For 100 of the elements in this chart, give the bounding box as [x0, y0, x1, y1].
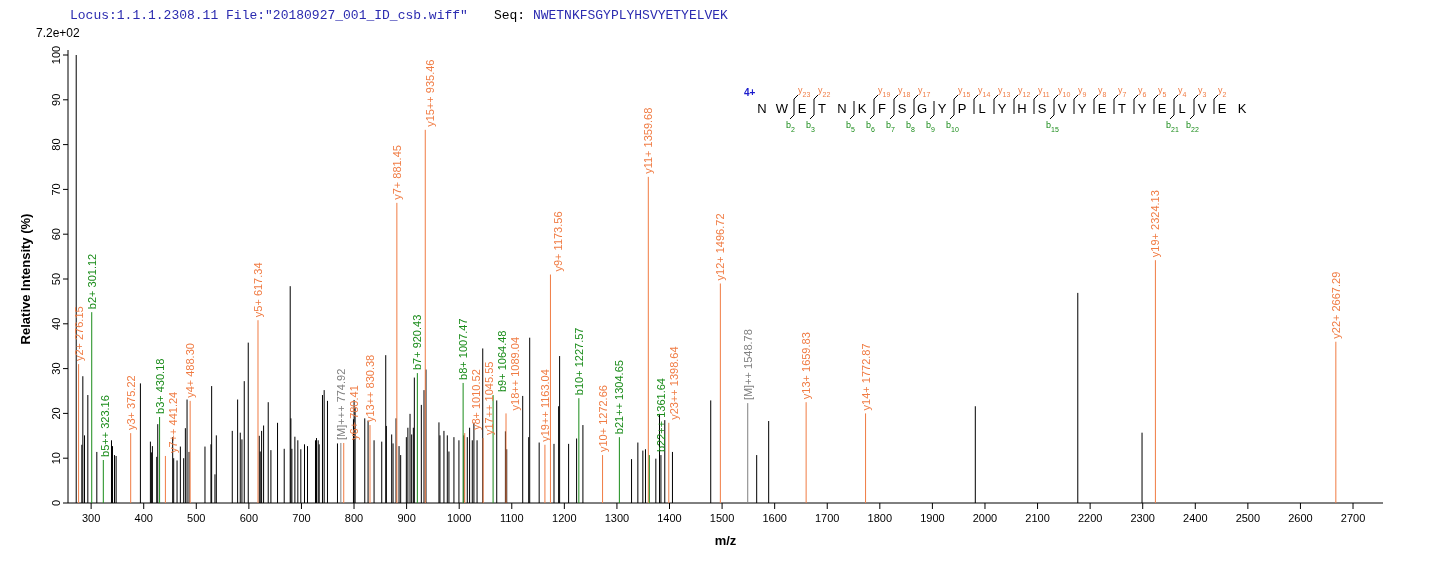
- y-tick-label: 30: [50, 362, 62, 375]
- annotation: y4+ 488.30: [184, 343, 197, 398]
- annotation: b7+ 920.43: [411, 314, 424, 371]
- annotation: b21++ 1304.65: [613, 360, 626, 435]
- y-tick-label: 10: [50, 452, 62, 465]
- annotation: y22+ 2667.29: [1329, 271, 1342, 339]
- y-tick-label: 50: [50, 272, 62, 286]
- annotation: y18++ 1089.04: [509, 336, 522, 411]
- annotation: b$_{3}$: [806, 120, 816, 133]
- x-tick-label: 2400: [1183, 512, 1208, 524]
- annotation: y2+ 276.15: [72, 306, 85, 362]
- annotation: b$_{5}$: [846, 120, 856, 133]
- annotation: y$_{19}$: [878, 85, 891, 98]
- x-tick-label: 800: [344, 512, 364, 524]
- annotation: b$_{2}$: [786, 120, 796, 133]
- annotation: y$_{7}$: [1118, 85, 1127, 98]
- annotation: y9+ 1173.56: [551, 211, 564, 272]
- annotation: b$_{10}$: [946, 120, 959, 133]
- annotation: y$_{12}$: [1018, 85, 1031, 98]
- annotation: y$_{3}$: [1198, 85, 1207, 98]
- x-tick-label: 2000: [972, 512, 998, 524]
- chart-title: Locus:1.1.1.2308.11 File:"20180927_001_ID_csb.wiff": [70, 8, 468, 23]
- x-tick-label: 2300: [1130, 512, 1155, 524]
- annotation: y$_{14}$: [978, 85, 991, 98]
- x-tick-label: 2200: [1077, 512, 1103, 524]
- annotation: b$_{8}$: [906, 120, 916, 133]
- x-tick-label: 1700: [815, 512, 840, 524]
- annotation: y$_{6}$: [1138, 85, 1147, 98]
- x-tick-label: 1900: [920, 512, 945, 524]
- annotation: b$_{9}$: [926, 120, 936, 133]
- annotation: b$_{22}$: [1186, 120, 1199, 133]
- chart-subtitle: Seq: NWETNKFSGYPLYHSVYETYELVEK: [493, 8, 729, 23]
- annotation: y6+ 780.41: [347, 385, 360, 440]
- x-axis-title: m/z: [714, 533, 737, 548]
- annotation: y23++ 1398.64: [668, 346, 681, 420]
- annotation: y7+ 881.45: [390, 145, 403, 200]
- x-tick-label: 1300: [604, 512, 630, 524]
- y-tick-label: 40: [50, 317, 62, 330]
- annotation: y$_{8}$: [1098, 85, 1107, 98]
- x-tick-label: 1200: [552, 512, 577, 524]
- annotation: y$_{2}$: [1218, 85, 1227, 98]
- annotation: y$_{17}$: [918, 85, 931, 98]
- annotation: y19+ 2324.13: [1149, 190, 1162, 258]
- x-tick-label: 1000: [446, 512, 472, 524]
- x-tick-label: 900: [397, 512, 416, 524]
- x-tick-label: 300: [81, 512, 101, 524]
- x-tick-label: 1400: [657, 512, 682, 524]
- annotation: b9+ 1064.48: [496, 330, 509, 393]
- y-tick-label: 100: [50, 45, 62, 65]
- annotation: b$_{7}$: [886, 120, 896, 133]
- annotation: y15++ 935.46: [424, 59, 437, 127]
- annotation: b$_{6}$: [866, 120, 876, 133]
- annotation: y$_{5}$: [1158, 85, 1167, 98]
- x-tick-label: 2500: [1235, 512, 1261, 524]
- x-tick-label: 600: [239, 512, 259, 524]
- annotation: y$_{10}$: [1058, 85, 1071, 98]
- y-tick-label: 60: [50, 228, 62, 241]
- x-tick-label: 700: [292, 512, 311, 524]
- x-tick-label: 400: [134, 512, 153, 524]
- y-tick-label: 90: [50, 93, 62, 106]
- annotation: y$_{22}$: [818, 85, 831, 98]
- annotation: b5++ 323.16: [98, 395, 111, 457]
- annotation: y$_{11}$: [1038, 85, 1050, 98]
- x-tick-label: 2600: [1288, 512, 1313, 524]
- y-tick-label: 80: [50, 138, 62, 151]
- annotation: b22++ 1361.64: [655, 378, 668, 453]
- x-tick-label: 2700: [1340, 512, 1366, 524]
- annotation: y13+ 1659.83: [800, 332, 813, 400]
- y-tick-label: 70: [50, 183, 62, 196]
- annotation: 4+: [744, 87, 756, 98]
- annotation: b10+ 1227.57: [572, 327, 585, 396]
- annotation: y3+ 375.22: [124, 375, 137, 431]
- annotation: b$_{21}$: [1166, 120, 1179, 133]
- x-tick-label: 500: [187, 512, 206, 524]
- x-tick-label: 1600: [762, 512, 787, 524]
- annotation: y7++ 441.24: [166, 391, 179, 453]
- annotation: y$_{4}$: [1178, 85, 1187, 98]
- annotation: y$_{9}$: [1078, 85, 1087, 98]
- annotation: y$_{15}$: [958, 85, 971, 98]
- annotation: b8+ 1007.47: [457, 318, 470, 380]
- annotation: y19++ 1163.04: [538, 369, 551, 442]
- text: N W E T N K F S G Y P L Y H S V Y E T Y E L V E K: [757, 101, 1247, 116]
- annotation: b$_{15}$: [1046, 120, 1059, 133]
- annotation: y11+ 1359.68: [642, 107, 655, 174]
- annotation: [M]++ 1548.78: [741, 329, 754, 401]
- annotation: y$_{23}$: [798, 85, 811, 98]
- annotation: y13++ 830.38: [364, 354, 376, 423]
- annotation: b2+ 301.12: [85, 253, 98, 310]
- text: 7.2e+02: [36, 26, 81, 40]
- y-axis-title: Relative Intensity (%): [18, 213, 33, 345]
- x-tick-label: 1800: [867, 512, 893, 524]
- annotation: y10+ 1272.66: [596, 385, 609, 453]
- x-tick-label: 1100: [499, 512, 524, 524]
- annotation: y$_{18}$: [898, 85, 911, 98]
- annotation: y14+ 1772.87: [859, 343, 872, 411]
- y-tick-label: 0: [50, 499, 62, 507]
- x-tick-label: 1500: [709, 512, 735, 524]
- annotation: y17++ 1045.55: [483, 361, 496, 436]
- annotation: y8+ 1010.52: [470, 369, 483, 431]
- annotation: b3+ 430.18: [153, 358, 166, 414]
